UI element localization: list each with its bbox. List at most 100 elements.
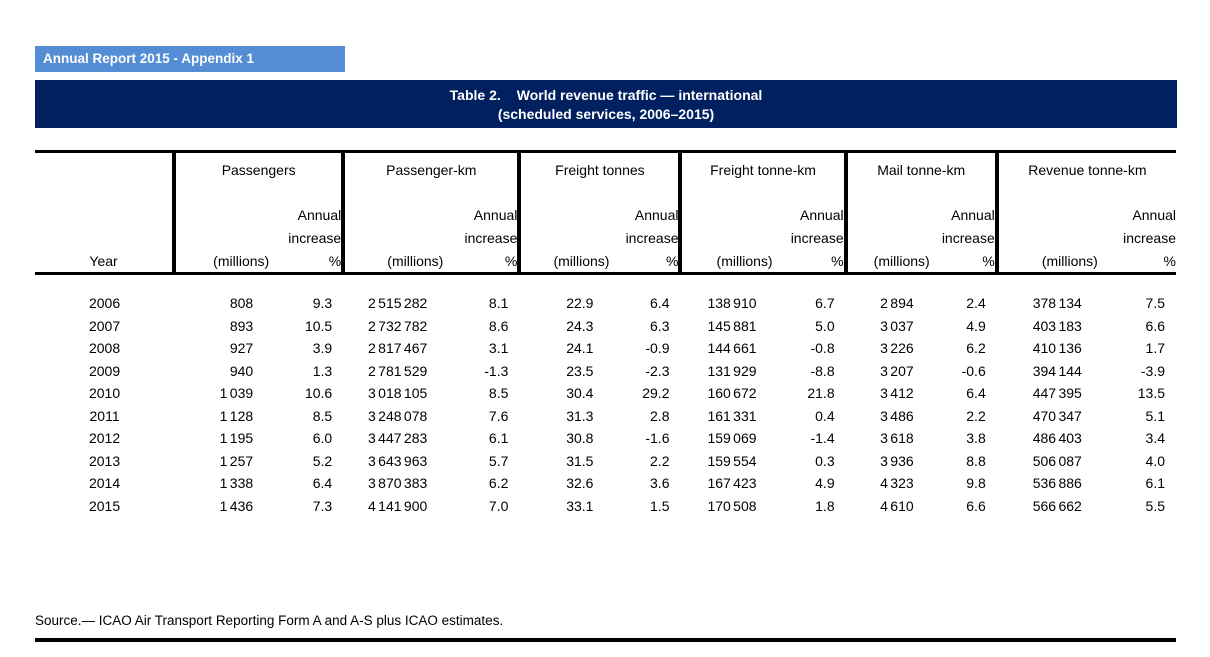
value-cell: 3.8: [966, 430, 986, 446]
value-cell: 0.3: [815, 452, 835, 469]
value-cell: 2 781 529: [368, 362, 428, 379]
table-row: 2011 1 128 8.5 3 248 078 7.6 31.3 2.8 161 331 0.…: [35, 405, 1176, 428]
value-cell: 31.5: [566, 452, 594, 469]
value-cell: 2.2: [650, 452, 670, 469]
value-cell: 470 347: [1032, 407, 1082, 424]
table-row: 2009 940 1.3 2 781 529 -1.3 23.5 -2.3 131 929 -8…: [35, 360, 1176, 383]
value-cell: 378 134: [1032, 295, 1082, 311]
value-cell: 3 936: [880, 452, 914, 469]
value-cell: 2 515 282: [368, 295, 428, 311]
increase-label: increase: [790, 229, 844, 246]
value-cell: -0.9: [645, 340, 670, 356]
value-cell: 8.5: [488, 385, 509, 401]
source-note: Source.— ICAO Air Transport Reporting Fo…: [35, 613, 504, 628]
table-row: 2013 1 257 5.2 3 643 963 5.7 31.5 2.2 159 554 0.…: [35, 450, 1176, 473]
value-cell: 3 643 963: [368, 452, 428, 469]
value-cell: 6.0: [312, 430, 333, 446]
value-cell: 30.8: [566, 430, 594, 446]
value-cell: 6.2: [488, 475, 509, 491]
value-cell: 3.9: [312, 340, 333, 356]
year-cell: 2011: [89, 407, 120, 424]
data-table: Passengers Passenger-km Freight tonnes F…: [35, 150, 1176, 517]
value-cell: 566 662: [1032, 497, 1082, 514]
value-cell: 5.5: [1145, 497, 1165, 514]
value-cell: 24.3: [566, 317, 594, 334]
value-cell: 5.1: [1145, 407, 1165, 424]
value-cell: 24.1: [566, 340, 594, 356]
value-cell: 2.2: [966, 407, 986, 424]
value-cell: 4.9: [966, 317, 986, 334]
value-cell: 161 331: [707, 407, 757, 424]
year-header: Year: [35, 249, 175, 275]
value-cell: 3 486: [880, 407, 914, 424]
year-cell: 2012: [88, 430, 121, 446]
value-cell: 8.6: [488, 317, 509, 334]
increase-label: increase: [941, 229, 995, 246]
table-row: 2012 1 195 6.0 3 447 283 6.1 30.8 -1.6 159 069 -…: [35, 427, 1176, 450]
value-cell: 7.6: [488, 407, 509, 424]
value-cell: 3 447 283: [368, 430, 428, 446]
value-cell: 6.4: [650, 295, 670, 311]
value-cell: 447 395: [1032, 385, 1082, 401]
value-cell: 7.3: [312, 497, 333, 514]
value-cell: 4 610: [880, 497, 914, 514]
value-cell: 486 403: [1032, 430, 1082, 446]
value-cell: 1 195: [219, 430, 254, 446]
annual-label: Annual: [634, 206, 679, 223]
millions-label: (millions): [172, 249, 270, 275]
value-cell: 5.0: [815, 317, 835, 334]
value-cell: 536 886: [1032, 475, 1082, 491]
value-cell: 4.0: [1145, 452, 1165, 469]
value-cell: 10.6: [304, 385, 333, 401]
column-group-passenger-km: Passenger-km: [341, 150, 520, 203]
value-cell: 6.6: [966, 497, 986, 514]
table-title: Table 2. World revenue traffic — interna…: [450, 87, 763, 103]
value-cell: 131 929: [707, 362, 757, 379]
value-cell: 1.3: [312, 362, 333, 379]
percent-label: %: [443, 249, 520, 275]
value-cell: 394 144: [1032, 362, 1082, 379]
value-cell: 3 207: [880, 362, 914, 379]
table-body: 2006 808 9.3 2 515 282 8.1 22.9 6.4 138 910 6.7 2…: [35, 274, 1176, 518]
table-row: 2006 808 9.3 2 515 282 8.1 22.9 6.4 138 910 6.7 2…: [35, 274, 1176, 315]
table-title-bar: Table 2. World revenue traffic — interna…: [35, 80, 1177, 128]
subheader-units-row: Year (millions)% (millions)% (millions)%…: [35, 249, 1176, 275]
value-cell: 8.1: [488, 295, 509, 311]
value-cell: -2.3: [645, 362, 670, 379]
value-cell: 9.8: [966, 475, 986, 491]
value-cell: 10.5: [304, 317, 333, 334]
value-cell: 6.4: [966, 385, 986, 401]
value-cell: 3 412: [880, 385, 914, 401]
table-row: 2015 1 436 7.3 4 141 900 7.0 33.1 1.5 170 508 1.…: [35, 495, 1176, 518]
value-cell: 31.3: [566, 407, 594, 424]
bottom-rule: [35, 638, 1176, 642]
value-cell: 8.5: [312, 407, 333, 424]
value-cell: 6.6: [1145, 317, 1165, 334]
value-cell: 21.8: [807, 385, 835, 401]
value-cell: 7.5: [1145, 295, 1165, 311]
value-cell: 2.8: [650, 407, 670, 424]
value-cell: 32.6: [566, 475, 594, 491]
value-cell: -0.8: [810, 340, 835, 356]
increase-label: increase: [464, 229, 518, 246]
increase-label: increase: [1123, 229, 1176, 246]
subheader-annual-row: Annual Annual Annual Annual Annual Annua…: [35, 203, 1176, 226]
table-row: 2014 1 338 6.4 3 870 383 6.2 32.6 3.6 167 423 4.…: [35, 472, 1176, 495]
percent-label: %: [772, 249, 846, 275]
value-cell: 167 423: [707, 475, 757, 491]
value-cell: 927: [229, 340, 254, 356]
value-cell: 3 018 105: [368, 385, 428, 401]
value-cell: 6.1: [1145, 475, 1165, 491]
value-cell: 7.0: [488, 497, 509, 514]
value-cell: 506 087: [1032, 452, 1082, 469]
value-cell: 4 141 900: [368, 497, 428, 514]
value-cell: 1 436: [219, 497, 254, 514]
millions-label: (millions): [517, 249, 610, 275]
percent-label: %: [1097, 249, 1176, 275]
value-cell: 2.4: [966, 295, 986, 311]
value-cell: -3.9: [1140, 362, 1165, 379]
value-cell: 145 881: [707, 317, 757, 334]
millions-label: (millions): [994, 249, 1098, 275]
value-cell: 23.5: [566, 362, 594, 379]
value-cell: 3 618: [880, 430, 914, 446]
